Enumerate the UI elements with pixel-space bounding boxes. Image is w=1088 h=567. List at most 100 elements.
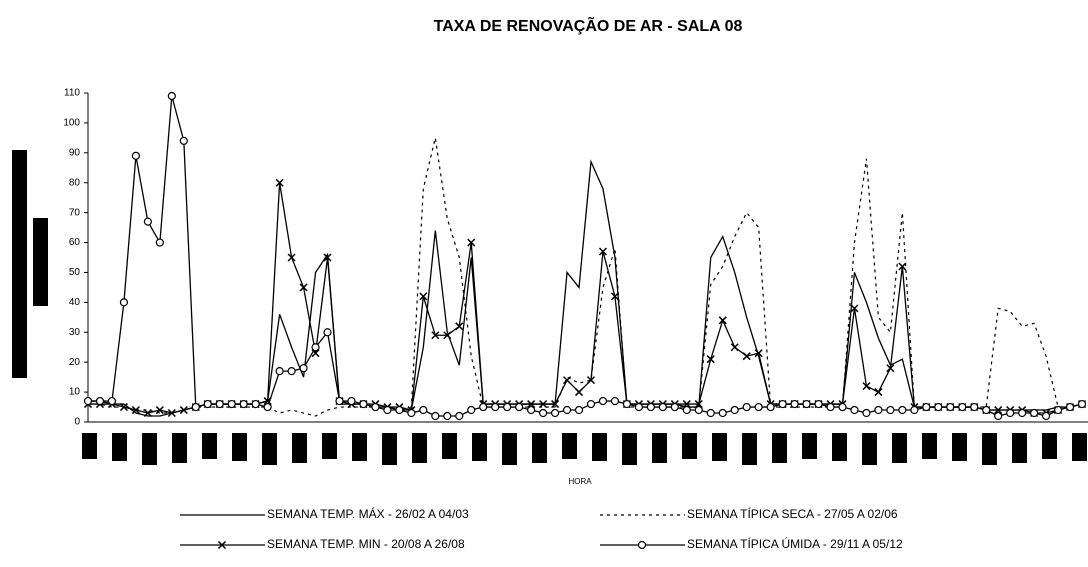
redacted-tick-label (682, 433, 697, 459)
redacted-tick-label (82, 433, 97, 459)
redacted-tick-label (1012, 433, 1027, 463)
marker-circle (431, 411, 440, 421)
marker-circle (718, 408, 727, 418)
y-tick-label: 20 (69, 357, 81, 368)
marker-circle (886, 405, 895, 415)
marker-x (886, 364, 895, 373)
redacted-tick-label (352, 433, 367, 461)
marker-circle (371, 402, 380, 412)
legend-label: SEMANA TÍPICA SECA - 27/05 A 02/06 (687, 506, 898, 521)
marker-circle (335, 396, 344, 406)
redacted-tick-label (262, 433, 277, 465)
marker-circle (637, 540, 647, 550)
marker-x (217, 540, 227, 550)
redacted-tick-label (772, 433, 787, 463)
marker-x (574, 388, 584, 397)
marker-circle (143, 217, 152, 226)
marker-circle (994, 411, 1003, 421)
marker-circle (946, 402, 955, 412)
marker-x (874, 388, 883, 397)
marker-circle (958, 402, 967, 412)
marker-x (443, 331, 452, 340)
marker-x (179, 406, 188, 415)
marker-circle (467, 405, 476, 415)
marker-circle (634, 402, 643, 412)
marker-circle (682, 405, 691, 415)
redacted-tick-label (532, 433, 547, 463)
marker-x (610, 292, 619, 301)
marker-circle (1041, 411, 1051, 421)
marker-circle (251, 399, 260, 409)
x-axis-label: HORA (568, 477, 592, 486)
marker-circle (155, 238, 164, 247)
marker-circle (515, 402, 524, 412)
marker-circle (574, 405, 584, 415)
redacted-tick-label (322, 433, 337, 459)
marker-x (299, 283, 308, 292)
series-line (88, 137, 1083, 417)
marker-circle (694, 405, 703, 415)
marker-circle (730, 405, 739, 415)
marker-x (850, 304, 859, 313)
marker-x (131, 406, 140, 415)
marker-circle (179, 136, 188, 145)
marker-circle (646, 402, 655, 412)
series-line (88, 95, 1083, 417)
marker-circle (874, 405, 883, 415)
marker-x (586, 376, 596, 385)
marker-circle (95, 396, 105, 406)
marker-x (323, 253, 332, 262)
marker-circle (970, 402, 979, 412)
marker-circle (802, 399, 811, 409)
marker-circle (275, 367, 284, 376)
redacted-tick-label (142, 433, 157, 465)
marker-circle (419, 405, 428, 415)
redacted-tick-label (622, 433, 637, 465)
marker-circle (383, 405, 392, 415)
redacted-label (12, 150, 27, 378)
y-tick-label: 40 (69, 297, 81, 308)
marker-circle (119, 298, 129, 307)
marker-circle (299, 364, 308, 373)
redacted-tick-label (892, 433, 907, 463)
redacted-tick-label (982, 433, 997, 465)
marker-circle (407, 408, 416, 418)
y-tick-label: 90 (69, 147, 81, 158)
series-line (88, 182, 1083, 414)
marker-x (287, 253, 296, 262)
marker-circle (491, 402, 500, 412)
y-tick-label: 50 (69, 267, 81, 278)
marker-x (718, 316, 727, 325)
marker-circle (455, 411, 464, 421)
marker-x (994, 406, 1003, 415)
marker-x (730, 343, 739, 352)
redacted-tick-label (382, 433, 397, 465)
marker-x (155, 406, 164, 415)
redacted-tick-label (712, 433, 727, 461)
redacted-tick-label (502, 433, 517, 465)
marker-circle (562, 405, 572, 415)
y-tick-label: 0 (74, 417, 80, 428)
marker-x (742, 352, 751, 361)
marker-circle (706, 408, 715, 418)
redacted-tick-label (172, 433, 187, 463)
marker-circle (107, 396, 117, 406)
redacted-tick-label (1072, 433, 1087, 461)
marker-circle (766, 402, 775, 412)
marker-circle (527, 405, 536, 415)
marker-circle (898, 405, 907, 415)
legend-label: SEMANA TEMP. MIN - 20/08 A 26/08 (267, 537, 465, 551)
marker-x (143, 408, 152, 418)
y-tick-label: 60 (69, 237, 81, 248)
redacted-tick-label (232, 433, 247, 461)
redacted-tick-label (832, 433, 847, 461)
redacted-tick-label (922, 433, 937, 459)
marker-circle (167, 91, 176, 101)
marker-circle (1053, 405, 1063, 415)
marker-x (754, 349, 763, 358)
marker-x (119, 403, 128, 412)
redacted-tick-label (1042, 433, 1057, 459)
series-line (88, 159, 1083, 417)
marker-x (419, 292, 428, 301)
